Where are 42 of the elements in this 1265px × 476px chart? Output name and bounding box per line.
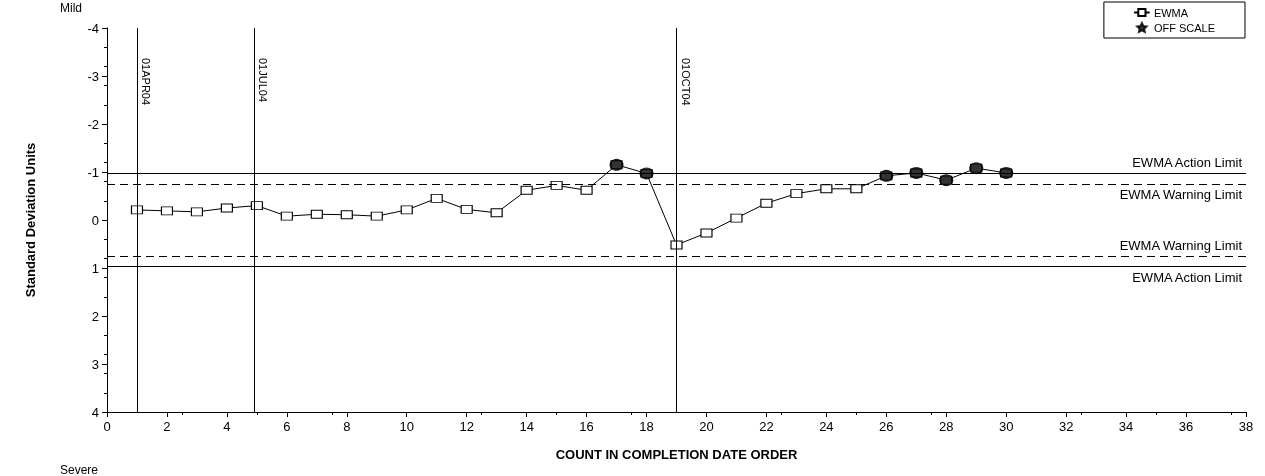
- x-tick-label: 30: [998, 419, 1014, 434]
- y-axis-title: Standard Deviation Units: [23, 142, 38, 298]
- x-tick-label: 26: [879, 419, 894, 434]
- ref-line-label: EWMA Warning Limit: [1119, 238, 1243, 253]
- x-tick-label: 32: [1058, 419, 1074, 434]
- x-tick-label: 24: [819, 419, 834, 434]
- x-axis-title: COUNT IN COMPLETION DATE ORDER: [555, 447, 798, 462]
- y-tick-label: 2: [91, 308, 99, 324]
- text: Mild: [60, 1, 83, 15]
- legend-label: OFF SCALE: [1153, 21, 1215, 34]
- x-tick-label: 16: [579, 419, 594, 434]
- x-tick-label: 18: [639, 419, 654, 434]
- y-tick-label: -4: [87, 20, 99, 36]
- x-tick-label: 14: [519, 419, 534, 434]
- x-tick-label: 28: [939, 419, 954, 434]
- x-tick-label: 10: [399, 419, 414, 434]
- ref-line-label: EWMA Action Limit: [1132, 155, 1243, 171]
- x-tick-label: 2: [163, 419, 171, 434]
- ref-line-label: EWMA Warning Limit: [1119, 187, 1243, 202]
- x-tick-label: 22: [759, 419, 774, 434]
- x-tick-label: 34: [1118, 419, 1134, 434]
- x-tick-label: 38: [1238, 419, 1254, 434]
- text: Severe: [60, 463, 99, 476]
- x-tick-label: 6: [283, 419, 291, 434]
- legend-label: EWMA: [1153, 6, 1189, 19]
- ref-line-label: 01JUL04: [257, 58, 270, 103]
- x-tick-label: 8: [343, 419, 351, 434]
- y-tick-label: 4: [91, 404, 99, 420]
- y-tick-label: -2: [87, 116, 99, 132]
- y-tick-label: 3: [91, 356, 99, 372]
- x-tick-label: 4: [223, 419, 231, 434]
- y-tick-label: -1: [87, 164, 99, 180]
- ref-line-label: 01APR04: [140, 58, 153, 106]
- ref-line-label: EWMA Action Limit: [1132, 269, 1243, 285]
- x-tick-label: 20: [699, 419, 714, 434]
- x-tick-label: 0: [103, 419, 111, 434]
- ref-line-label: 01OCT04: [680, 58, 692, 106]
- x-tick-label: 12: [459, 419, 474, 434]
- y-tick-label: 0: [91, 212, 99, 228]
- x-tick-label: 36: [1178, 419, 1194, 434]
- y-tick-label: 1: [91, 260, 99, 276]
- y-tick-label: -3: [87, 68, 99, 84]
